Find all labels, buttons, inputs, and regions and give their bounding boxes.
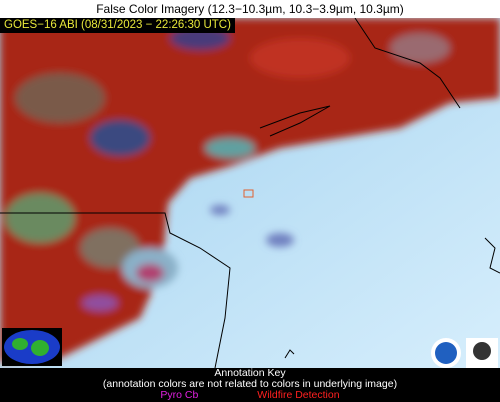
key-item: Pyro Cb <box>160 389 199 401</box>
agency-logos <box>431 338 498 368</box>
annotation-key: Annotation Key (annotation colors are no… <box>0 368 500 402</box>
key-item: Wildfire Detection <box>257 389 340 401</box>
globe-logo <box>2 328 62 366</box>
surface-region <box>0 18 500 363</box>
boundaries <box>0 18 500 368</box>
image-label: GOES−16 ABI (08/31/2023 − 22:26:30 UTC) <box>0 18 235 33</box>
key-note: (annotation colors are not related to co… <box>102 378 398 390</box>
key-title: Annotation Key <box>214 367 286 379</box>
satellite-image <box>0 18 500 368</box>
title: False Color Imagery (12.3−10.3µm, 10.3−3… <box>0 0 500 18</box>
key-items: Pyro Cb Wildfire Detection <box>0 390 500 401</box>
detection-box <box>243 189 254 198</box>
